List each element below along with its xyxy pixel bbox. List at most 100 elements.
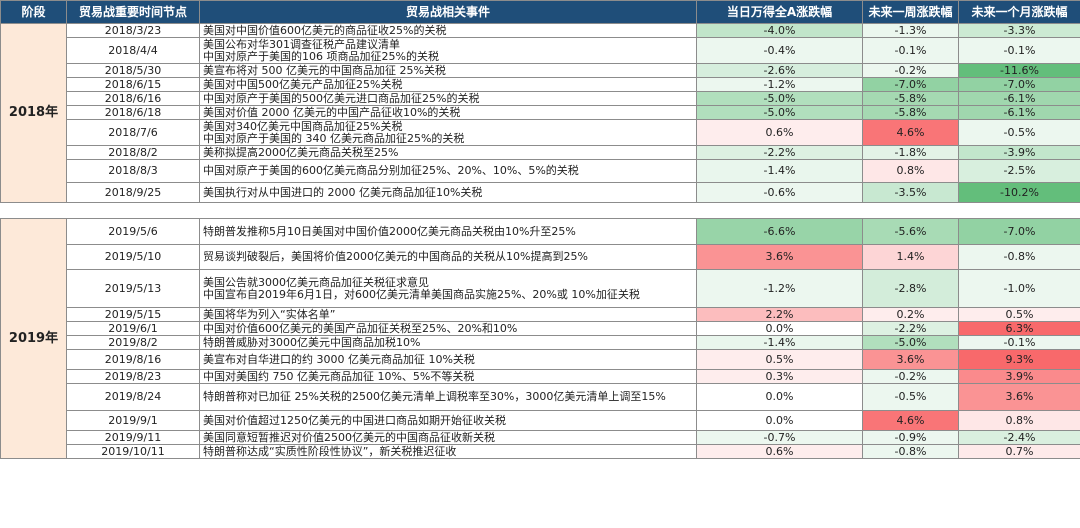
- day-change-cell: 0.5%: [696, 349, 863, 370]
- day-change-cell: -5.0%: [696, 105, 863, 120]
- week-change-cell: -0.5%: [862, 383, 959, 411]
- month-change-cell: 0.7%: [958, 444, 1080, 459]
- month-change-cell: -6.1%: [958, 91, 1080, 106]
- week-change-cell: -1.8%: [862, 145, 959, 160]
- date-cell: 2019/5/6: [66, 218, 200, 245]
- day-change-cell: 0.0%: [696, 321, 863, 336]
- event-cell: 美国对中国500亿美元产品加征25%关税: [199, 77, 697, 92]
- date-cell: 2018/6/18: [66, 105, 200, 120]
- table-row: 2018/6/15 美国对中国500亿美元产品加征25%关税 -1.2% -7.0% -…: [1, 77, 1080, 92]
- date-cell: 2019/8/16: [66, 349, 200, 370]
- day-change-cell: -5.0%: [696, 91, 863, 106]
- month-change-cell: -0.5%: [958, 119, 1080, 146]
- date-cell: 2018/8/2: [66, 145, 200, 160]
- month-change-cell: 0.8%: [958, 410, 1080, 431]
- date-cell: 2019/5/10: [66, 244, 200, 270]
- table-row: 2018/4/4 美国公布对华301调查征税产品建议清单 中国对原产于美国的106…: [1, 37, 1080, 64]
- day-change-cell: 0.0%: [696, 383, 863, 411]
- month-change-cell: -11.6%: [958, 63, 1080, 78]
- table-row: 2018/8/2 美称拟提高2000亿美元商品关税至25% -2.2% -1.8% -3…: [1, 145, 1080, 160]
- day-change-cell: -4.0%: [696, 23, 863, 38]
- date-cell: 2018/7/6: [66, 119, 200, 146]
- week-change-cell: -0.8%: [862, 444, 959, 459]
- date-cell: 2018/3/23: [66, 23, 200, 38]
- table-row: 2018/6/16 中国对原产于美国的500亿美元进口商品加征25%的关税 -5.0…: [1, 91, 1080, 106]
- table-row: 2018/8/3 中国对原产于美国的600亿美元商品分别加征25%、20%、10%…: [1, 159, 1080, 183]
- table-row: 2018/9/25 美国执行对从中国进口的 2000 亿美元商品加征10%关税 -0…: [1, 182, 1080, 203]
- day-change-cell: -2.6%: [696, 63, 863, 78]
- event-cell: 特朗普威胁对3000亿美元中国商品加税10%: [199, 335, 697, 350]
- month-change-cell: -2.5%: [958, 159, 1080, 183]
- table-row: 2019/8/16 美宣布对自华进口的约 3000 亿美元商品加征 10%关税 0.…: [1, 349, 1080, 370]
- trade-war-table: 阶段 贸易战重要时间节点 贸易战相关事件 当日万得全A涨跌幅 未来一周涨跌幅 未…: [0, 0, 1080, 459]
- table-body: 2018年 2018/3/23 美国对中国价值600亿美元的商品征收25%的关税 -4…: [0, 23, 1080, 459]
- week-change-cell: -2.2%: [862, 321, 959, 336]
- date-cell: 2018/5/30: [66, 63, 200, 78]
- day-change-cell: -0.4%: [696, 37, 863, 64]
- month-change-cell: -6.1%: [958, 105, 1080, 120]
- phase-cell: 2018年: [0, 23, 67, 203]
- table-row: 2019/9/1 美国对价值超过1250亿美元的中国进口商品如期开始征收关税 0.0…: [1, 410, 1080, 431]
- event-cell: 美国公告就3000亿美元商品加征关税征求意见 中国宣布自2019年6月1日，对6…: [199, 269, 697, 308]
- table-row: 2019/8/2 特朗普威胁对3000亿美元中国商品加税10% -1.4% -5.0%…: [1, 335, 1080, 350]
- week-change-cell: -0.1%: [862, 37, 959, 64]
- date-cell: 2019/8/2: [66, 335, 200, 350]
- week-change-cell: 4.6%: [862, 119, 959, 146]
- event-cell: 美国对价值超过1250亿美元的中国进口商品如期开始征收关税: [199, 410, 697, 431]
- week-change-cell: -5.8%: [862, 105, 959, 120]
- date-cell: 2019/8/24: [66, 383, 200, 411]
- spacer-cell: [0, 202, 1080, 219]
- day-change-cell: 0.6%: [696, 444, 863, 459]
- event-cell: 美国公布对华301调查征税产品建议清单 中国对原产于美国的106 项商品加征25…: [199, 37, 697, 64]
- date-cell: 2019/6/1: [66, 321, 200, 336]
- month-change-cell: -0.1%: [958, 335, 1080, 350]
- month-change-cell: 0.5%: [958, 307, 1080, 322]
- header-week-change: 未来一周涨跌幅: [862, 0, 959, 24]
- table-row: 2019年 2019/5/6 特朗普发推称5月10日美国对中国价值2000亿美元商品…: [0, 218, 1080, 459]
- week-change-cell: -1.3%: [862, 23, 959, 38]
- month-change-cell: -3.9%: [958, 145, 1080, 160]
- month-change-cell: -3.3%: [958, 23, 1080, 38]
- month-change-cell: -1.0%: [958, 269, 1080, 308]
- month-change-cell: 6.3%: [958, 321, 1080, 336]
- day-change-cell: 0.0%: [696, 410, 863, 431]
- week-change-cell: 0.8%: [862, 159, 959, 183]
- event-cell: 美宣布对自华进口的约 3000 亿美元商品加征 10%关税: [199, 349, 697, 370]
- event-cell: 美国同意短暂推迟对价值2500亿美元的中国商品征收新关税: [199, 430, 697, 445]
- event-cell: 美国对340亿美元中国商品加征25%关税 中国对原产于美国的 340 亿美元商品…: [199, 119, 697, 146]
- week-change-cell: -5.6%: [862, 218, 959, 245]
- table-row: 2019/9/11 美国同意短暂推迟对价值2500亿美元的中国商品征收新关税 -0.…: [1, 430, 1080, 445]
- date-cell: 2019/9/1: [66, 410, 200, 431]
- date-cell: 2019/9/11: [66, 430, 200, 445]
- week-change-cell: -5.8%: [862, 91, 959, 106]
- day-change-cell: 0.3%: [696, 369, 863, 384]
- week-change-cell: -0.2%: [862, 369, 959, 384]
- event-cell: 贸易谈判破裂后，美国将价值2000亿美元的中国商品的关税从10%提高到25%: [199, 244, 697, 270]
- table-row: 2019/8/23 中国对美国约 750 亿美元商品加征 10%、5%不等关税 0.…: [1, 369, 1080, 384]
- table-row: 2019/5/15 美国将华为列入“实体名单” 2.2% 0.2% 0.5%: [1, 307, 1080, 322]
- date-cell: 2018/6/16: [66, 91, 200, 106]
- day-change-cell: -1.4%: [696, 159, 863, 183]
- month-change-cell: -7.0%: [958, 77, 1080, 92]
- date-cell: 2019/5/15: [66, 307, 200, 322]
- header-event: 贸易战相关事件: [199, 0, 697, 24]
- event-cell: 美宣布将对 500 亿美元的中国商品加征 25%关税: [199, 63, 697, 78]
- table-row: 2018年 2018/3/23 美国对中国价值600亿美元的商品征收25%的关税 -4…: [0, 23, 1080, 203]
- group-spacer: [0, 202, 1080, 219]
- table-row: 2018/5/30 美宣布将对 500 亿美元的中国商品加征 25%关税 -2.6%…: [1, 63, 1080, 78]
- week-change-cell: -5.0%: [862, 335, 959, 350]
- header-date: 贸易战重要时间节点: [66, 0, 200, 24]
- day-change-cell: -2.2%: [696, 145, 863, 160]
- week-change-cell: -3.5%: [862, 182, 959, 203]
- month-change-cell: -7.0%: [958, 218, 1080, 245]
- day-change-cell: -6.6%: [696, 218, 863, 245]
- week-change-cell: 0.2%: [862, 307, 959, 322]
- month-change-cell: -0.1%: [958, 37, 1080, 64]
- event-cell: 美国对价值 2000 亿美元的中国产品征收10%的关税: [199, 105, 697, 120]
- date-cell: 2019/8/23: [66, 369, 200, 384]
- week-change-cell: -2.8%: [862, 269, 959, 308]
- week-change-cell: 3.6%: [862, 349, 959, 370]
- day-change-cell: -0.7%: [696, 430, 863, 445]
- event-cell: 中国对美国约 750 亿美元商品加征 10%、5%不等关税: [199, 369, 697, 384]
- table-row: 2019/10/11 特朗普称达成“实质性阶段性协议”，新关税推迟征收 0.6% -0…: [1, 444, 1080, 459]
